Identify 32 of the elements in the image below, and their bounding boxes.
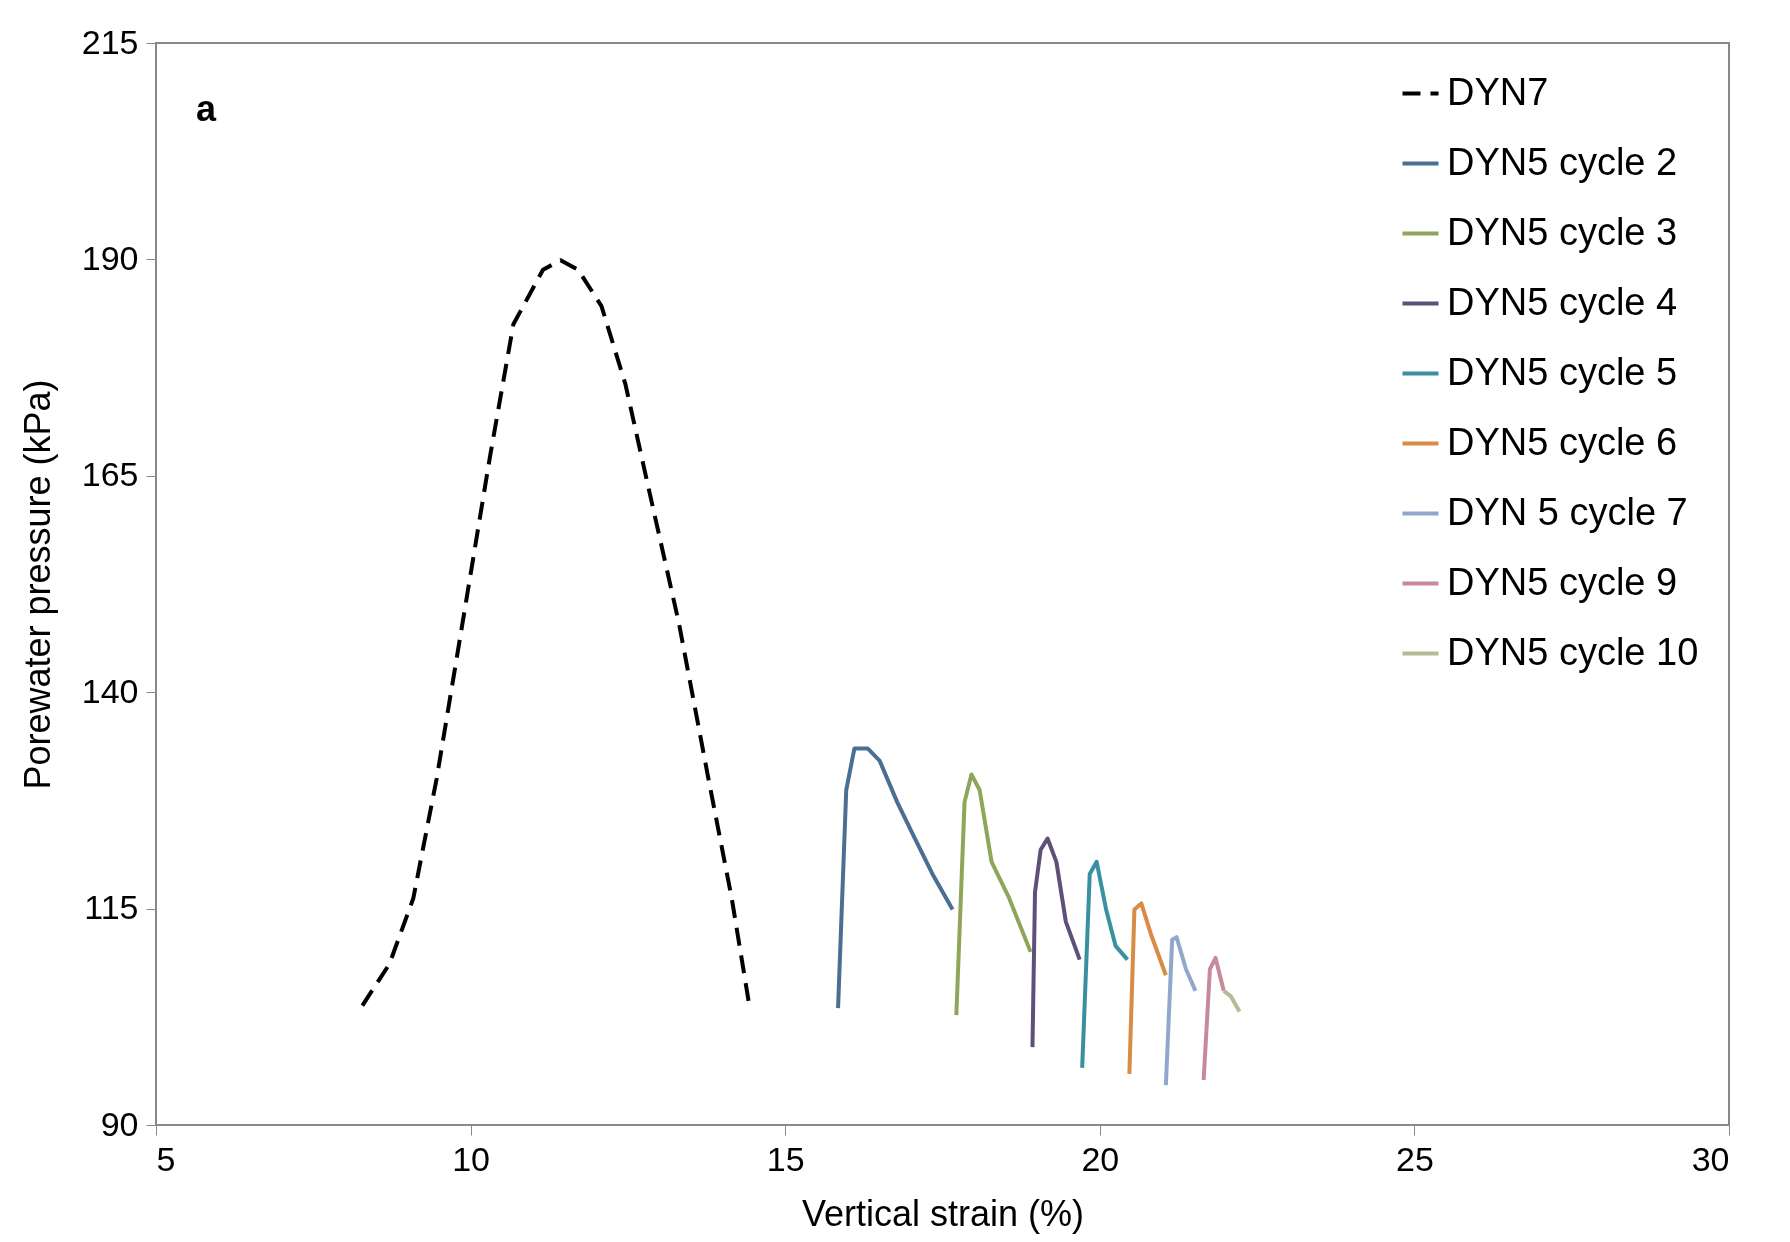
x-tick-label: 20 — [1081, 1139, 1120, 1178]
y-axis-title: Porewater pressure (kPa) — [16, 379, 58, 790]
x-tick-label: 30 — [1691, 1139, 1730, 1178]
line-series — [836, 746, 955, 1011]
x-tick-label: 10 — [452, 1139, 491, 1178]
legend-label: DYN7 — [1447, 70, 1549, 113]
annotation: a — [196, 88, 217, 129]
line-series — [360, 258, 752, 1008]
line-series — [1163, 935, 1198, 1088]
x-tick-label: 25 — [1395, 1139, 1434, 1178]
line-series — [1201, 955, 1226, 1082]
legend-label: DYN5 cycle 10 — [1447, 630, 1699, 673]
x-axis-title: Vertical strain (%) — [801, 1192, 1085, 1234]
line-series — [954, 772, 1033, 1018]
y-tick-label: 215 — [81, 22, 139, 61]
x-tick-label: 5 — [156, 1139, 176, 1178]
legend-label: DYN5 cycle 9 — [1447, 560, 1678, 603]
line-series — [1030, 836, 1082, 1050]
line-series — [1080, 859, 1130, 1070]
legend-label: DYN5 cycle 6 — [1447, 420, 1678, 463]
legend-label: DYN5 cycle 5 — [1447, 350, 1678, 393]
legend-label: DYN 5 cycle 7 — [1447, 490, 1688, 533]
legend-label: DYN5 cycle 3 — [1447, 210, 1678, 253]
y-tick-label: 115 — [84, 888, 139, 927]
legend-label: DYN5 cycle 2 — [1447, 140, 1678, 183]
y-tick-label: 190 — [81, 238, 139, 277]
y-tick-label: 165 — [81, 455, 139, 494]
y-tick-label: 140 — [81, 671, 139, 710]
x-tick-label: 15 — [766, 1139, 805, 1178]
y-tick-label: 90 — [100, 1104, 139, 1143]
legend-label: DYN5 cycle 4 — [1447, 280, 1678, 323]
line-series — [1127, 901, 1168, 1076]
